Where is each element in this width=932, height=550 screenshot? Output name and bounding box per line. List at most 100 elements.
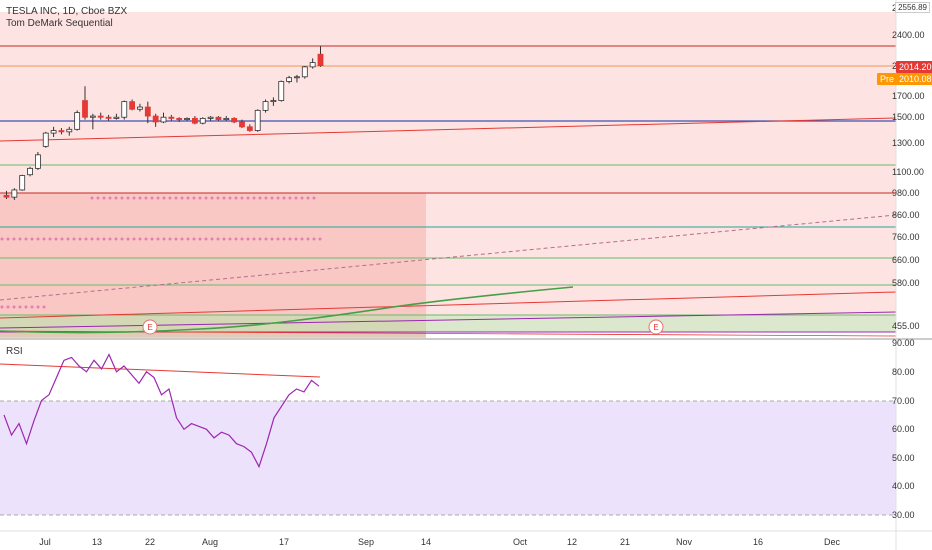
marker-dot [48,237,52,241]
candle[interactable] [144,101,151,124]
candle[interactable] [184,117,190,121]
marker-dot [306,237,310,241]
candle[interactable] [137,103,143,112]
candle[interactable] [3,190,10,200]
marker-dot [222,237,226,241]
marker-dot [30,237,34,241]
candle[interactable] [66,126,73,136]
marker-dot [18,305,22,309]
marker-dot [204,237,208,241]
candle[interactable] [121,100,128,120]
candle-body [223,118,230,120]
pink-zone-mid-left [0,193,426,338]
candle-body [74,112,81,130]
candle[interactable] [199,117,206,125]
marker-dot [168,196,172,200]
marker-dot [90,196,94,200]
candle[interactable] [286,75,293,84]
candle[interactable] [191,116,198,125]
candle[interactable] [246,124,253,132]
candle-body [254,109,261,131]
candle-body [160,116,167,123]
candle[interactable] [19,174,26,191]
candle[interactable] [58,128,65,135]
candle[interactable] [223,116,230,121]
candle-body [144,106,151,117]
candle-body [309,62,316,68]
time-tick-label: 21 [619,537,631,547]
indicator-legend[interactable]: Tom DeMark Sequential [6,18,113,29]
candle[interactable] [231,117,238,124]
candle[interactable] [207,116,214,121]
candle[interactable] [129,99,136,111]
marker-dot [318,237,322,241]
marker-dot [144,196,148,200]
symbol-legend[interactable]: TESLA INC, 1D, Cboe BZX [6,6,128,17]
marker-dot [12,237,16,241]
marker-dot [90,237,94,241]
marker-dot [228,237,232,241]
marker-dot [234,196,238,200]
marker-dot [186,196,190,200]
price-tick-label: 580.00 [892,278,920,288]
candle[interactable] [82,86,88,120]
candle-body [239,121,245,128]
time-tick-label: 22 [144,537,156,547]
candle[interactable] [239,119,245,129]
marker-dot [240,237,244,241]
candle[interactable] [317,46,324,67]
candle[interactable] [11,188,18,200]
candle[interactable] [113,113,120,120]
candle-body [50,130,57,134]
candle-body [105,116,112,119]
candle-body [262,101,269,111]
moving-average-line [0,286,574,334]
rsi-tick-label: 90.00 [892,338,915,348]
candle[interactable] [27,166,33,177]
candle[interactable] [176,117,183,122]
candle-body [199,118,206,124]
candle[interactable] [105,114,112,121]
candle[interactable] [74,110,81,131]
candle[interactable] [152,113,159,127]
rsi-legend[interactable]: RSI [6,346,23,357]
marker-dot [306,196,310,200]
candle[interactable] [270,97,277,106]
candle[interactable] [309,58,316,69]
candle[interactable] [89,113,96,130]
marker-dot [114,237,118,241]
candle[interactable] [215,116,222,121]
price-tick-label: 2400.00 [892,30,925,40]
candle[interactable] [35,151,41,170]
candles-group [3,46,324,200]
candle-body [66,128,73,133]
premarket-price-tag: 2010.08 [896,73,932,85]
candle[interactable] [50,126,57,137]
marker-dot [312,237,316,241]
candle[interactable] [168,114,175,121]
candle[interactable] [294,74,300,83]
marker-dot [138,196,142,200]
marker-dot [294,237,298,241]
candle[interactable] [97,112,104,120]
marker-dot [192,196,196,200]
candle-body [11,189,18,198]
pink-zone-mid-right [426,193,896,315]
candle[interactable] [262,99,269,113]
marker-dot [126,237,130,241]
earnings-marker-icon[interactable]: E [142,319,158,335]
marker-dot [0,237,4,241]
marker-dot [36,237,40,241]
candle[interactable] [278,80,285,102]
marker-dot [258,237,262,241]
rsi-tick-label: 30.00 [892,510,915,520]
marker-dot [216,237,220,241]
candle-body [42,132,49,147]
pink-zone-top [0,12,896,193]
marker-dot [246,237,250,241]
candle[interactable] [301,66,308,79]
candle[interactable] [254,109,261,132]
earnings-marker-icon[interactable]: E [648,319,664,335]
candle[interactable] [160,112,167,124]
candle[interactable] [42,131,49,148]
